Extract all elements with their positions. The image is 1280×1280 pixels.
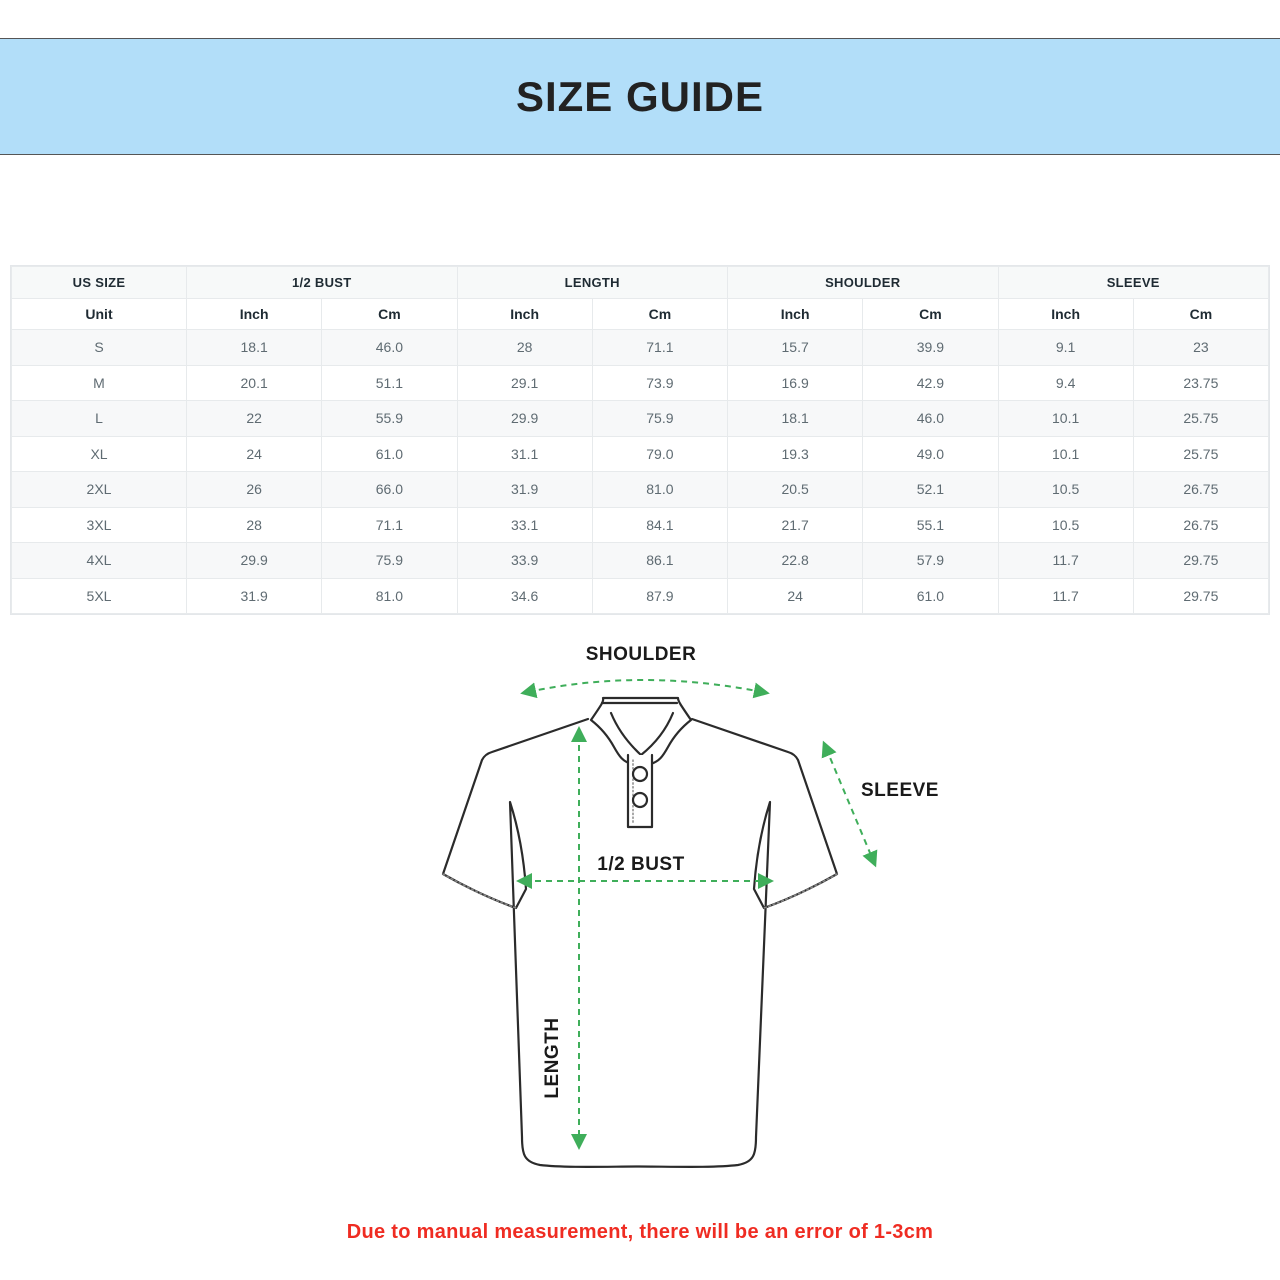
svg-text:1/2 BUST: 1/2 BUST [597, 854, 684, 875]
svg-text:LENGTH: LENGTH [542, 1017, 563, 1098]
svg-text:SHOULDER: SHOULDER [586, 644, 697, 665]
svg-text:SLEEVE: SLEEVE [861, 780, 939, 801]
